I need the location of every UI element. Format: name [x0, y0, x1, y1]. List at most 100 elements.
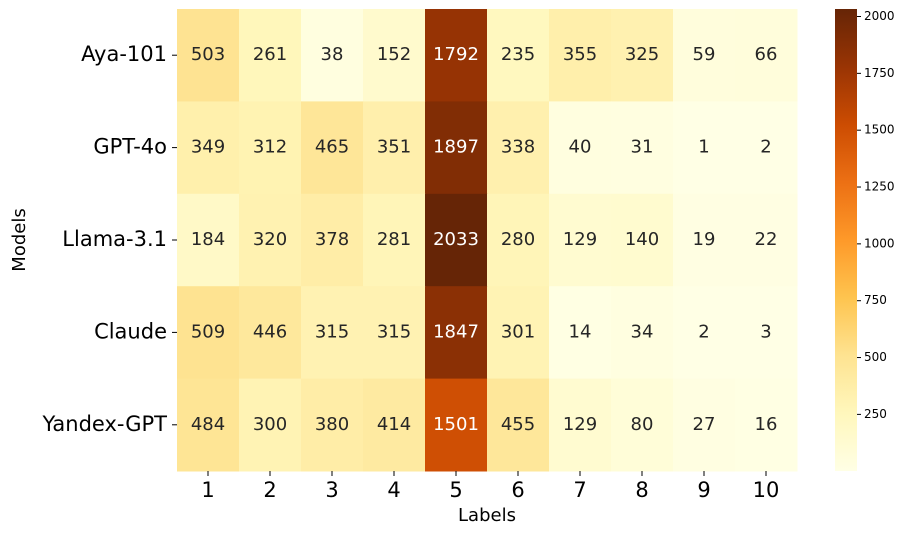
heatmap-cell — [673, 101, 736, 195]
heatmap-cell — [363, 378, 426, 472]
heatmap-cell — [301, 193, 364, 287]
cell-label: 351 — [377, 137, 411, 158]
heatmap-cell — [177, 286, 240, 380]
cell-label: 315 — [377, 321, 411, 342]
heatmap-cell — [177, 9, 240, 102]
cell-label: 1501 — [433, 414, 479, 435]
heatmap-cell — [425, 101, 488, 195]
heatmap-cell — [177, 101, 240, 195]
cell-label: 27 — [693, 414, 716, 435]
heatmap-cell — [425, 286, 488, 380]
heatmap-cell — [239, 101, 302, 195]
cell-label: 280 — [501, 229, 535, 250]
colorbar-tick-label: 2000 — [864, 9, 895, 23]
cell-label: 509 — [191, 321, 225, 342]
heatmap-cell — [363, 286, 426, 380]
heatmap-cell — [487, 286, 550, 380]
heatmap-cell — [549, 286, 612, 380]
colorbar-tick-label: 250 — [864, 407, 887, 421]
heatmap-cell — [301, 9, 364, 102]
x-tick-label: 3 — [325, 478, 338, 502]
colorbar-tick-label: 750 — [864, 293, 887, 307]
heatmap-cell — [735, 378, 798, 472]
heatmap-cell — [239, 193, 302, 287]
cell-label: 129 — [563, 229, 597, 250]
heatmap-cell — [673, 378, 736, 472]
x-tick-label: 6 — [511, 478, 524, 502]
cell-label: 1847 — [433, 321, 479, 342]
cell-label: 235 — [501, 44, 535, 65]
colorbar-tick-label: 1750 — [864, 66, 895, 80]
cell-label: 484 — [191, 414, 225, 435]
cell-label: 503 — [191, 44, 225, 65]
heatmap-cell — [611, 286, 674, 380]
cell-label: 31 — [631, 137, 654, 158]
cell-label: 446 — [253, 321, 287, 342]
heatmap-cell — [239, 378, 302, 472]
colorbar-tick-label: 1250 — [864, 180, 895, 194]
heatmap-cell — [177, 378, 240, 472]
cell-label: 312 — [253, 137, 287, 158]
cell-label: 281 — [377, 229, 411, 250]
heatmap-cell — [239, 9, 302, 102]
cell-label: 2033 — [433, 229, 479, 250]
cell-label: 338 — [501, 137, 535, 158]
x-tick-label: 5 — [449, 478, 462, 502]
heatmap-cell — [363, 193, 426, 287]
heatmap-cell — [363, 101, 426, 195]
heatmap-cell — [363, 9, 426, 102]
heatmap-cell — [611, 378, 674, 472]
heatmap-cell — [549, 378, 612, 472]
cell-label: 315 — [315, 321, 349, 342]
heatmap-cell — [487, 101, 550, 195]
cell-label: 261 — [253, 44, 287, 65]
x-tick-label: 10 — [753, 478, 780, 502]
cell-label: 59 — [693, 44, 716, 65]
y-tick-label: GPT-4o — [93, 135, 167, 159]
cell-label: 378 — [315, 229, 349, 250]
x-tick-label: 4 — [387, 478, 400, 502]
cell-label: 465 — [315, 137, 349, 158]
heatmap-cell — [487, 193, 550, 287]
x-axis-label: Labels — [458, 505, 516, 526]
cell-label: 40 — [569, 137, 592, 158]
heatmap-cell — [177, 193, 240, 287]
heatmap-cell — [425, 9, 488, 102]
cell-label: 184 — [191, 229, 225, 250]
cell-label: 455 — [501, 414, 535, 435]
heatmap-cell — [301, 378, 364, 472]
cell-label: 22 — [755, 229, 778, 250]
heatmap-cell — [735, 101, 798, 195]
cell-label: 301 — [501, 321, 535, 342]
x-tick-label: 2 — [263, 478, 276, 502]
heatmap-cell — [549, 101, 612, 195]
heatmap-cell — [673, 193, 736, 287]
heatmap-cell — [301, 101, 364, 195]
x-tick-label: 7 — [573, 478, 586, 502]
x-tick-label: 1 — [201, 478, 214, 502]
cell-label: 414 — [377, 414, 411, 435]
cell-label: 34 — [631, 321, 654, 342]
x-tick-label: 9 — [697, 478, 710, 502]
cell-label: 140 — [625, 229, 659, 250]
cell-label: 355 — [563, 44, 597, 65]
heatmap-cell — [549, 9, 612, 102]
cell-label: 1792 — [433, 44, 479, 65]
heatmap-cell — [425, 378, 488, 472]
heatmap-cell — [735, 193, 798, 287]
heatmap-cell — [735, 9, 798, 102]
cell-label: 66 — [755, 44, 778, 65]
y-tick-label: Llama-3.1 — [62, 227, 167, 251]
heatmap-cell — [425, 193, 488, 287]
heatmap-cell — [673, 286, 736, 380]
cell-label: 325 — [625, 44, 659, 65]
colorbar-tick-label: 1500 — [864, 123, 895, 137]
cell-label: 152 — [377, 44, 411, 65]
heatmap-cell — [487, 378, 550, 472]
cell-label: 14 — [569, 321, 592, 342]
y-tick-label: Claude — [94, 319, 167, 343]
cell-label: 2 — [698, 321, 709, 342]
cell-label: 16 — [755, 414, 778, 435]
x-tick-label: 8 — [635, 478, 648, 502]
